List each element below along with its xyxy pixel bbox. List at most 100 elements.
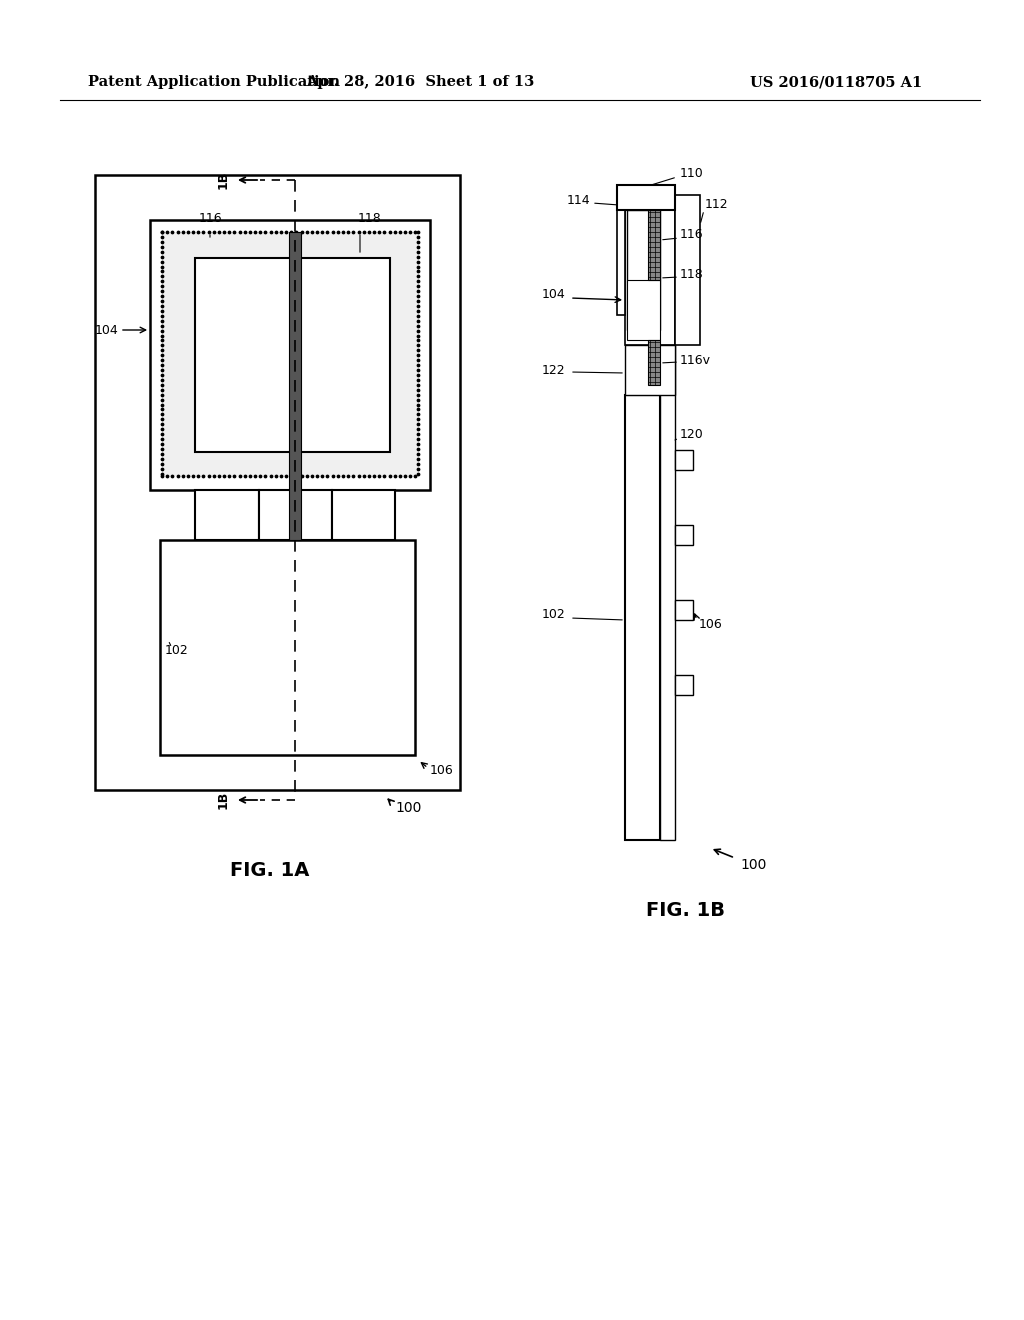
Point [231, 466, 248, 487]
Text: 102: 102 [165, 644, 188, 656]
Point [289, 222, 305, 243]
Text: 112: 112 [705, 198, 729, 211]
Point [410, 325, 426, 346]
Point [154, 335, 170, 356]
Point [410, 251, 426, 272]
Text: 104: 104 [94, 323, 118, 337]
Point [410, 319, 426, 341]
Point [410, 418, 426, 440]
Point [154, 413, 170, 434]
Text: 102: 102 [542, 609, 565, 622]
Point [154, 444, 170, 465]
Point [196, 222, 212, 243]
Point [410, 285, 426, 306]
Point [410, 301, 426, 322]
Point [410, 242, 426, 263]
Bar [627, 280, 660, 341]
Point [410, 310, 426, 331]
Point [386, 466, 402, 487]
Point [154, 438, 170, 459]
Point [410, 261, 426, 282]
Text: 118: 118 [680, 268, 703, 281]
Point [410, 438, 426, 459]
Point [201, 222, 217, 243]
Point [309, 222, 326, 243]
Point [272, 466, 289, 487]
Point [154, 345, 170, 366]
Point [185, 222, 202, 243]
Point [159, 466, 175, 487]
Point [154, 319, 170, 341]
Point [376, 466, 392, 487]
Point [226, 466, 243, 487]
Point [154, 449, 170, 470]
Point [154, 433, 170, 454]
Point [410, 370, 426, 391]
Point [154, 265, 170, 286]
Point [154, 296, 170, 317]
Point [371, 222, 387, 243]
Point [252, 222, 268, 243]
Bar [625, 345, 675, 395]
Point [154, 389, 170, 411]
Bar [625, 195, 675, 345]
Point [410, 449, 426, 470]
Bar [675, 195, 700, 345]
Point [154, 404, 170, 425]
Point [330, 466, 346, 487]
Point [410, 315, 426, 337]
Point [154, 350, 170, 371]
Bar [617, 185, 625, 315]
Point [154, 315, 170, 337]
Point [319, 466, 336, 487]
Point [154, 379, 170, 400]
Point [410, 335, 426, 356]
Point [410, 236, 426, 257]
Point [278, 466, 294, 487]
Point [154, 276, 170, 297]
Text: 100: 100 [395, 801, 421, 814]
Text: 1B: 1B [217, 791, 230, 809]
Point [154, 310, 170, 331]
Bar [195, 257, 390, 451]
Point [154, 355, 170, 376]
Point [242, 222, 258, 243]
Point [154, 251, 170, 272]
Point [174, 466, 190, 487]
Text: 120: 120 [680, 429, 703, 441]
Point [154, 370, 170, 391]
Point [366, 222, 382, 243]
Point [299, 466, 315, 487]
Bar [160, 540, 415, 755]
Point [262, 222, 279, 243]
Bar [648, 341, 660, 385]
Point [397, 222, 414, 243]
Point [154, 271, 170, 292]
Point [231, 222, 248, 243]
Text: 122: 122 [542, 363, 565, 376]
Point [314, 466, 331, 487]
Point [410, 226, 426, 247]
Point [381, 466, 397, 487]
Point [164, 466, 180, 487]
Point [154, 409, 170, 430]
Point [410, 330, 426, 351]
Text: 106: 106 [699, 619, 723, 631]
Point [410, 281, 426, 302]
Point [410, 222, 426, 243]
Point [154, 301, 170, 322]
Point [211, 222, 227, 243]
Text: 116v: 116v [680, 354, 711, 367]
Bar [95, 176, 460, 789]
Point [252, 466, 268, 487]
Point [410, 384, 426, 405]
Point [410, 339, 426, 360]
Point [221, 466, 238, 487]
Point [154, 305, 170, 326]
Bar [675, 525, 693, 545]
Bar [289, 232, 301, 540]
Point [201, 466, 217, 487]
Point [278, 222, 294, 243]
Bar [332, 490, 395, 540]
Point [410, 290, 426, 312]
